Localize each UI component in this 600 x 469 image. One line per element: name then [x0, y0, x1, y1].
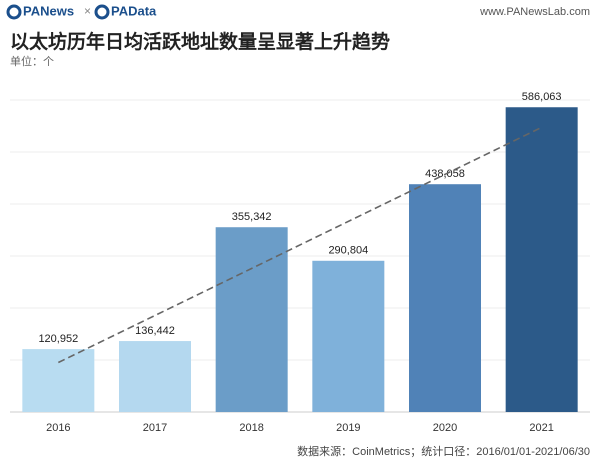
- brand: PAData: [111, 3, 157, 18]
- x-tick-label: 2021: [529, 422, 553, 434]
- x-tick-label: 2020: [433, 422, 457, 434]
- bar: [409, 184, 481, 412]
- trend-line: [57, 126, 543, 364]
- x-tick-label: 2017: [143, 422, 167, 434]
- logo-icon: [6, 4, 22, 20]
- subtitle: 单位：个: [10, 54, 54, 68]
- data-label: 290,804: [328, 245, 368, 257]
- data-label: 120,952: [38, 333, 78, 345]
- x-tick-label: 2016: [46, 422, 70, 434]
- bar: [505, 107, 578, 412]
- bar: [312, 260, 385, 412]
- x-tick-label: 2019: [336, 422, 360, 434]
- bar: [119, 341, 191, 412]
- data-label: 136,442: [135, 325, 175, 337]
- bar: [22, 349, 95, 412]
- data-label: 586,063: [522, 91, 562, 103]
- source: 数据来源：CoinMetrics；统计口径：2016/01/01-2021/06…: [297, 444, 590, 458]
- url: www.PANewsLab.com: [479, 6, 590, 18]
- bar: [215, 227, 288, 412]
- brand: PANews: [23, 3, 74, 18]
- logo-icon: [94, 4, 110, 20]
- chart-title: 以太坊历年日均活跃地址数量呈显著上升趋势: [10, 30, 390, 53]
- data-label: 355,342: [232, 211, 272, 223]
- separator: ×: [84, 4, 91, 18]
- x-tick-label: 2018: [239, 422, 263, 434]
